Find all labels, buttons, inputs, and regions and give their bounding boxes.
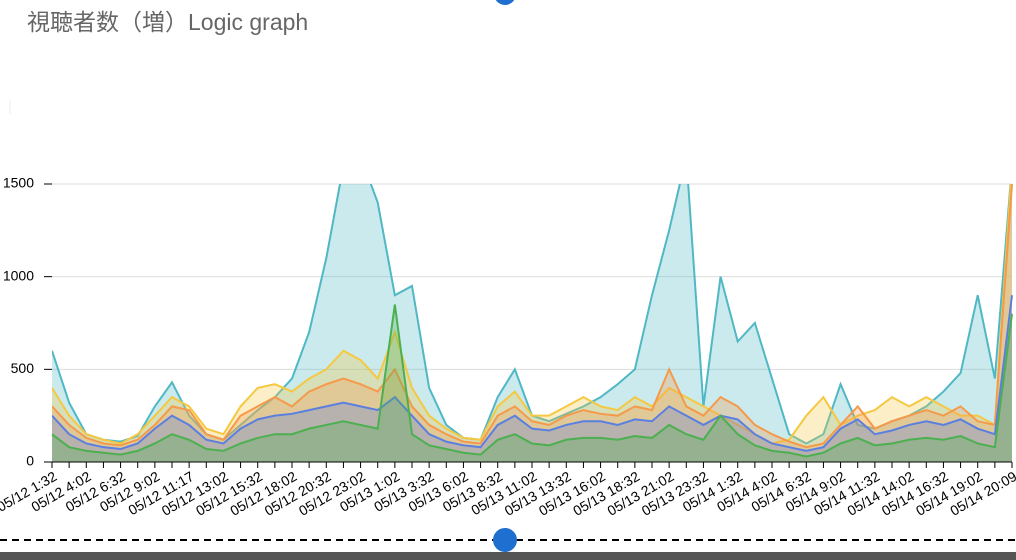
line [52,304,1013,458]
line [52,184,1012,445]
y-tick-label: 500 [11,360,35,376]
chart-title: 視聴者数（増）Logic graph [27,9,308,35]
area [52,304,1012,462]
line [52,295,1013,452]
y-tick-label: 1000 [3,267,34,283]
line [52,184,1013,449]
area [52,295,1012,462]
slider-handle[interactable] [494,0,516,5]
area [52,184,1012,462]
y-tick-label: 0 [26,453,34,469]
line [52,184,1012,445]
footer-bar [0,552,1016,560]
y-tick-label: 1500 [3,175,34,191]
range-handle[interactable] [493,528,517,552]
